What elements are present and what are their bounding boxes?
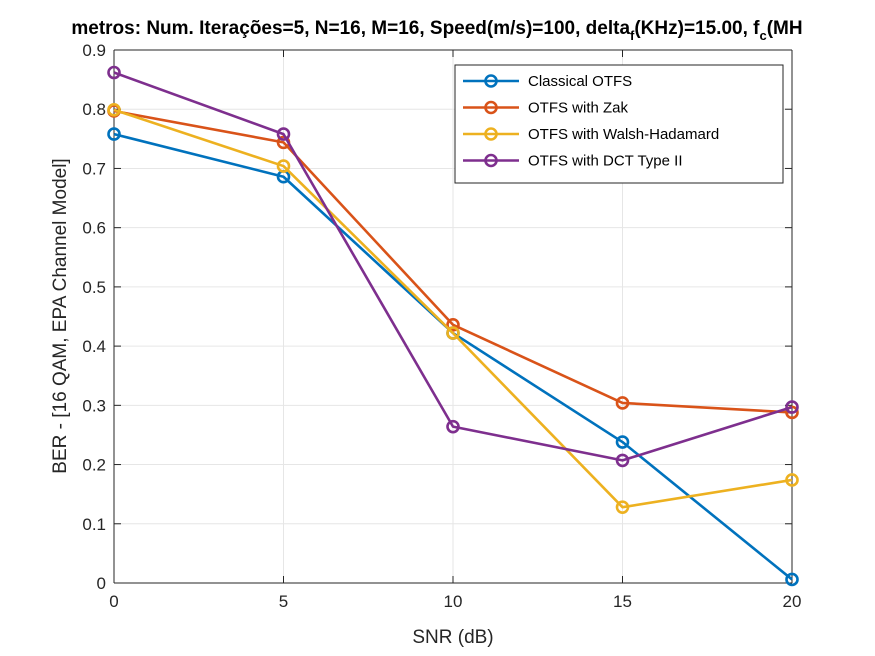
legend-marker — [484, 74, 498, 88]
series-line — [113, 109, 793, 414]
legend-label: OTFS with Walsh-Hadamard — [528, 126, 719, 143]
y-tick-label: 0.8 — [82, 100, 106, 119]
legend-entry: Classical OTFS — [463, 73, 632, 90]
y-axis-label: BER - [16 QAM, EPA Channel Model] — [50, 158, 71, 473]
series-4 — [107, 65, 799, 468]
x-tick-label: 0 — [109, 592, 118, 611]
data-point — [785, 572, 799, 587]
data-point — [107, 65, 121, 80]
data-point — [615, 435, 630, 449]
y-tick-label: 0 — [97, 574, 106, 593]
legend-label: Classical OTFS — [528, 73, 632, 90]
data-point — [276, 159, 291, 173]
legend-label: OTFS with DCT Type II — [528, 153, 682, 170]
data-point — [615, 453, 630, 468]
legend-box — [454, 64, 784, 184]
data-point — [615, 500, 630, 514]
x-axis-ticks: 0 5 10 15 20 — [109, 50, 801, 611]
title-subscript: f — [630, 28, 635, 43]
title-segment: metros: Num. Iterações=5, N=16, M=16, Sp… — [71, 18, 630, 39]
legend-marker — [484, 153, 498, 168]
x-tick-label: 15 — [613, 592, 632, 611]
data-point — [446, 317, 460, 332]
data-point — [107, 127, 121, 141]
series-line — [113, 71, 793, 462]
y-tick-label: 0.3 — [82, 396, 106, 415]
legend: Classical OTFS OTFS with Zak OTFS with Wal… — [454, 64, 784, 184]
y-tick-label: 0.7 — [82, 159, 106, 178]
series-line — [113, 108, 793, 509]
title-segment: (KHz)=15.00, f — [634, 18, 760, 39]
legend-entry: OTFS with Walsh-Hadamard — [463, 126, 719, 143]
legend-entry: OTFS with Zak — [463, 100, 629, 117]
title-segment: (MH — [767, 18, 803, 39]
x-tick-label: 5 — [279, 592, 288, 611]
series-3 — [107, 103, 799, 514]
y-tick-label: 0.4 — [82, 337, 106, 356]
legend-marker — [484, 100, 498, 115]
y-tick-label: 0.2 — [82, 456, 106, 475]
legend-entry: OTFS with DCT Type II — [463, 153, 682, 170]
data-point — [785, 405, 799, 420]
data-point — [276, 127, 291, 141]
data-point — [785, 400, 799, 414]
legend-label: OTFS with Zak — [528, 100, 629, 117]
y-tick-label: 0.5 — [82, 278, 106, 297]
data-point — [107, 103, 121, 117]
y-tick-label: 0.1 — [82, 515, 106, 534]
data-point — [446, 326, 460, 340]
data-point — [785, 473, 799, 487]
legend-marker — [484, 127, 498, 141]
x-tick-label: 10 — [444, 592, 463, 611]
y-tick-label: 0.6 — [82, 219, 106, 238]
series-layer — [107, 65, 799, 587]
x-tick-label: 20 — [783, 592, 802, 611]
x-axis-label: SNR (dB) — [412, 627, 493, 648]
data-point — [446, 419, 460, 434]
y-tick-label: 0.9 — [82, 41, 106, 60]
chart-title: metros: Num. Iterações=5, N=16, M=16, Sp… — [71, 18, 802, 43]
data-point — [615, 396, 630, 410]
title-subscript: c — [759, 28, 766, 43]
